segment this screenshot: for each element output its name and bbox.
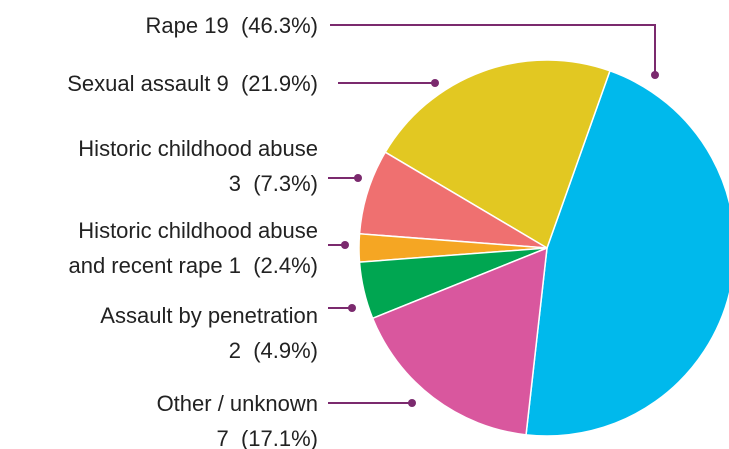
percent-label: (4.9%): [253, 338, 318, 363]
leader-dot: [354, 174, 362, 182]
leader-dot: [408, 399, 416, 407]
category-name: Rape: [145, 13, 199, 38]
leader-dot: [431, 79, 439, 87]
percent-label: (2.4%): [253, 253, 318, 278]
category-name: Assault by penetration: [100, 303, 318, 328]
leader-dot: [651, 71, 659, 79]
count-label: 9: [216, 71, 229, 96]
pie-slice: [384, 59, 611, 250]
percent-label: (17.1%): [240, 426, 318, 449]
leader-dot: [341, 241, 349, 249]
category-name: Historic childhood abuse: [78, 136, 318, 161]
percent-label: (7.3%): [253, 171, 318, 196]
category-name: Sexual assault: [67, 71, 211, 96]
pie-slice: [525, 69, 729, 437]
percent-label: (21.9%): [240, 71, 318, 96]
slice-label: Other / unknown 7 (17.1%): [157, 386, 318, 449]
count-label: 2: [228, 338, 241, 363]
count-label: 1: [228, 253, 241, 278]
category-name: Other / unknown: [156, 391, 318, 416]
count-label: 19: [204, 13, 229, 38]
slice-label: Sexual assault 9 (21.9%): [67, 66, 318, 101]
count-label: 3: [228, 171, 241, 196]
category-name: Historic childhood abuse and recent rape: [68, 218, 318, 278]
percent-label: (46.3%): [240, 13, 318, 38]
slice-label: Historic childhood abuse 3 (7.3%): [78, 131, 318, 201]
slice-label: Rape 19 (46.3%): [146, 8, 318, 43]
leader-dot: [348, 304, 356, 312]
pie-slice: [371, 246, 548, 436]
slice-label: Historic childhood abuse and recent rape…: [48, 213, 318, 283]
count-label: 7: [216, 426, 229, 449]
leader-line: [330, 24, 656, 75]
slice-label: Assault by penetration 2 (4.9%): [100, 298, 318, 368]
